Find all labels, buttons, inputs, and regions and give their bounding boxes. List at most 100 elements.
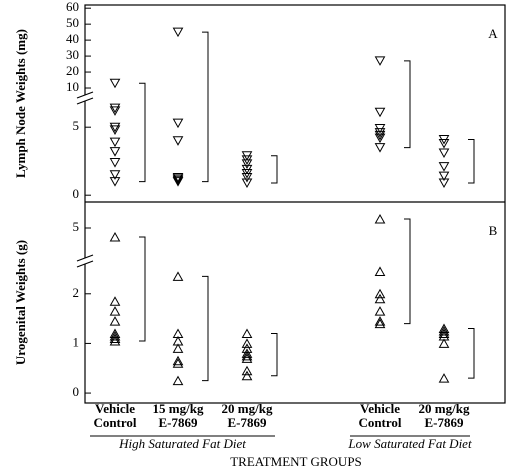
data-point [109,103,121,114]
y-tick-label: 1 [73,334,80,349]
data-point [172,343,184,353]
data-point [109,296,121,306]
data-point [109,316,121,326]
x-tick-label: 20 mg/kg E-7869 [419,401,470,430]
data-point [172,27,184,38]
data-point [172,175,184,186]
data-point [241,178,253,188]
data-point [374,143,386,153]
data-point [109,231,121,242]
data-point [109,333,121,343]
y-tick-label: 0 [73,384,80,399]
data-point [438,148,450,159]
y-tick-label: 60 [66,0,79,14]
data-point [241,365,253,376]
data-point [374,128,386,138]
data-point [109,158,121,168]
range-bracket [404,60,411,149]
axis-break-mark [76,254,94,262]
axis-break-mark [76,97,94,105]
y-tick-label: 50 [66,15,79,30]
range-bracket [139,82,146,183]
data-point [109,335,121,346]
data-point [374,293,386,304]
data-point [109,306,121,316]
data-point [109,147,121,157]
data-point [241,353,253,363]
x-tick-label: Vehicle Control [358,401,401,430]
data-point [172,358,184,368]
data-point [109,78,121,89]
data-point [109,125,121,135]
x-tick-label: Vehicle Control [93,401,136,430]
x-axis-label: TREATMENT GROUPS [230,454,362,469]
data-point [374,266,386,276]
data-point [374,133,386,144]
axis-break-mark [76,91,94,99]
y-tick-label: 5 [73,219,80,234]
range-bracket [139,236,146,342]
data-point [374,316,386,326]
x-tick-label-line: Vehicle [360,401,400,416]
y-tick-label: 10 [66,79,79,94]
range-bracket [202,31,209,183]
x-tick-label-line: 20 mg/kg [222,401,273,416]
y-axis-label: Urogenital Weights (g) [13,240,28,365]
panel-label: A [488,26,498,41]
data-point [374,213,386,224]
range-bracket [271,333,278,377]
axis-break-mark [76,260,94,268]
diet-group-label: Low Saturated Fat Diet [347,436,472,451]
data-point [438,325,450,336]
y-tick-label: 2 [73,285,80,300]
x-tick-label: 20 mg/kg E-7869 [222,401,273,430]
data-point [241,159,253,169]
data-point [172,174,184,184]
x-tick-label-line: Vehicle [95,401,135,416]
data-point [241,348,253,358]
data-point [374,107,386,118]
data-point [172,136,184,146]
x-tick-label-line: 20 mg/kg [419,401,470,416]
range-bracket [202,275,209,382]
x-tick-label-line: 15 mg/kg [153,401,204,416]
x-tick-label: 15 mg/kg E-7869 [153,401,204,430]
plot-frame [84,4,506,404]
data-point [109,177,121,187]
axis-break-gap [79,258,91,264]
y-tick-label: 20 [66,63,79,78]
data-point [241,173,253,183]
data-point [172,355,184,366]
data-point [172,118,184,129]
x-tick-label-line: Control [93,415,136,430]
data-point [374,318,386,329]
data-point [438,328,450,338]
data-point [241,328,253,338]
x-tick-label-line: E-7869 [159,415,199,430]
data-point [109,330,121,341]
data-point [172,271,184,281]
data-point [172,177,184,187]
axis-break-gap [79,95,91,101]
range-bracket [468,328,475,379]
x-tick-label-line: E-7869 [425,415,465,430]
data-point [438,373,450,383]
diet-group-label: High Saturated Fat Diet [118,436,246,451]
data-point [374,130,386,141]
x-tick-label-line: Control [358,415,401,430]
y-axis-label: Lymph Node Weights (mg) [13,29,28,178]
data-point [438,338,450,348]
data-point [438,162,450,172]
data-point [374,56,386,66]
data-point [109,106,121,116]
data-point [438,139,450,149]
data-point [374,306,386,316]
range-bracket [271,155,278,184]
y-tick-label: 5 [73,118,80,133]
data-point [172,375,184,386]
data-point [241,370,253,381]
y-tick-label: 30 [66,47,79,62]
data-point [438,171,450,182]
y-tick-label: 0 [73,186,80,201]
